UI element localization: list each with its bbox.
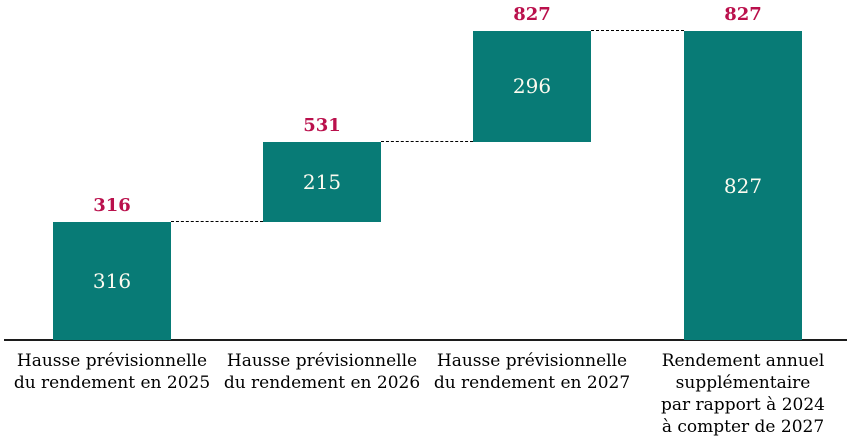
waterfall-bar: 316 [53,221,171,340]
cumulative-total-label: 827 [513,4,551,25]
category-label: Hausse prévisionnelle du rendement en 20… [433,351,631,393]
cumulative-total-label: 531 [303,114,341,136]
bar-value-label: 215 [302,169,342,194]
cumulative-total-label: 316 [93,194,131,216]
waterfall-bar: 827 [684,31,802,340]
cumulative-total-label: 827 [724,4,762,25]
connector-line [171,220,263,222]
bar-value-label: 316 [92,268,132,293]
category-label: Rendement annuel supplémentaire par rapp… [661,351,825,437]
waterfall-bar: 296 [473,31,591,142]
waterfall-bar: 215 [263,141,381,222]
connector-line [591,30,684,31]
bar-value-label: 296 [512,74,552,99]
category-label: Hausse prévisionnelle du rendement en 20… [223,351,421,393]
category-label: Hausse prévisionnelle du rendement en 20… [13,351,211,393]
x-axis-line [4,339,847,341]
connector-line [381,140,473,142]
bar-value-label: 827 [723,173,763,198]
